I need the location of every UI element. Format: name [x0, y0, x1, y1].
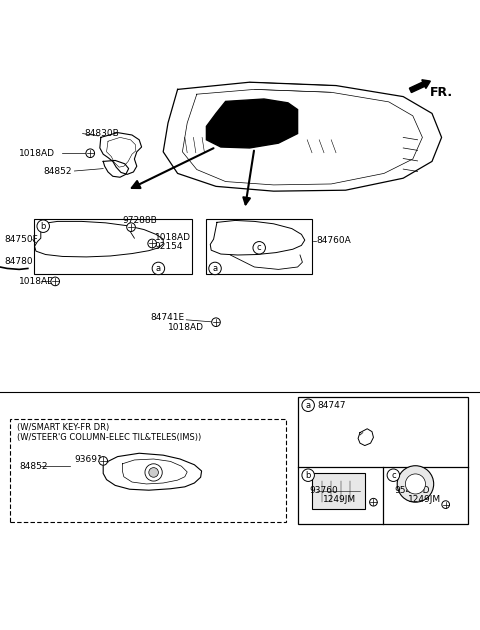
Circle shape [253, 241, 265, 254]
Circle shape [51, 277, 60, 286]
Text: 95430D: 95430D [395, 486, 430, 495]
Text: 93760: 93760 [310, 486, 338, 495]
Circle shape [442, 501, 449, 508]
Text: 1018AD: 1018AD [155, 232, 191, 242]
Circle shape [37, 220, 49, 232]
Circle shape [302, 399, 314, 411]
Text: a: a [306, 401, 311, 410]
Text: (W/SMART KEY-FR DR): (W/SMART KEY-FR DR) [17, 423, 109, 432]
Bar [298, 397, 468, 524]
Text: FR.: FR. [430, 86, 453, 98]
Circle shape [370, 498, 377, 506]
Text: b: b [40, 222, 46, 231]
Circle shape [86, 149, 95, 158]
Bar [206, 219, 312, 274]
Circle shape [152, 262, 165, 275]
Circle shape [145, 464, 162, 481]
Text: 84852: 84852 [19, 462, 48, 471]
Text: 1249JM: 1249JM [323, 495, 356, 505]
Text: c: c [257, 243, 262, 252]
Text: a: a [156, 264, 161, 273]
Bar [10, 419, 286, 522]
Text: 97288B: 97288B [122, 216, 157, 225]
Text: 1249JM: 1249JM [408, 495, 441, 505]
Text: 84760A: 84760A [317, 236, 351, 245]
Text: 84780: 84780 [5, 257, 34, 266]
Text: (W/STEER'G COLUMN-ELEC TIL&TELES(IMS)): (W/STEER'G COLUMN-ELEC TIL&TELES(IMS)) [17, 433, 201, 442]
Text: 1018AD: 1018AD [19, 149, 55, 158]
Bar [34, 219, 192, 274]
Text: 1018AD: 1018AD [168, 323, 204, 333]
Circle shape [99, 457, 108, 465]
Circle shape [302, 469, 314, 481]
Polygon shape [206, 99, 298, 148]
Text: 84747: 84747 [318, 401, 346, 410]
Text: 93691: 93691 [74, 454, 103, 464]
Circle shape [127, 223, 135, 231]
Text: 84750F: 84750F [5, 235, 38, 244]
Text: 1018AD: 1018AD [19, 277, 55, 286]
Circle shape [406, 474, 425, 494]
Text: 92154: 92154 [155, 242, 183, 251]
Circle shape [148, 239, 156, 248]
Text: b: b [305, 471, 311, 479]
Text: 84830B: 84830B [84, 129, 119, 138]
Text: c: c [391, 471, 396, 479]
Circle shape [397, 466, 434, 502]
Text: 84852: 84852 [43, 166, 72, 176]
Text: 84741E: 84741E [150, 313, 184, 322]
Circle shape [387, 469, 399, 481]
Bar [312, 473, 365, 510]
Circle shape [212, 318, 220, 326]
Circle shape [149, 467, 158, 478]
Circle shape [209, 262, 221, 275]
Text: a: a [213, 264, 217, 273]
FancyArrow shape [409, 80, 431, 93]
